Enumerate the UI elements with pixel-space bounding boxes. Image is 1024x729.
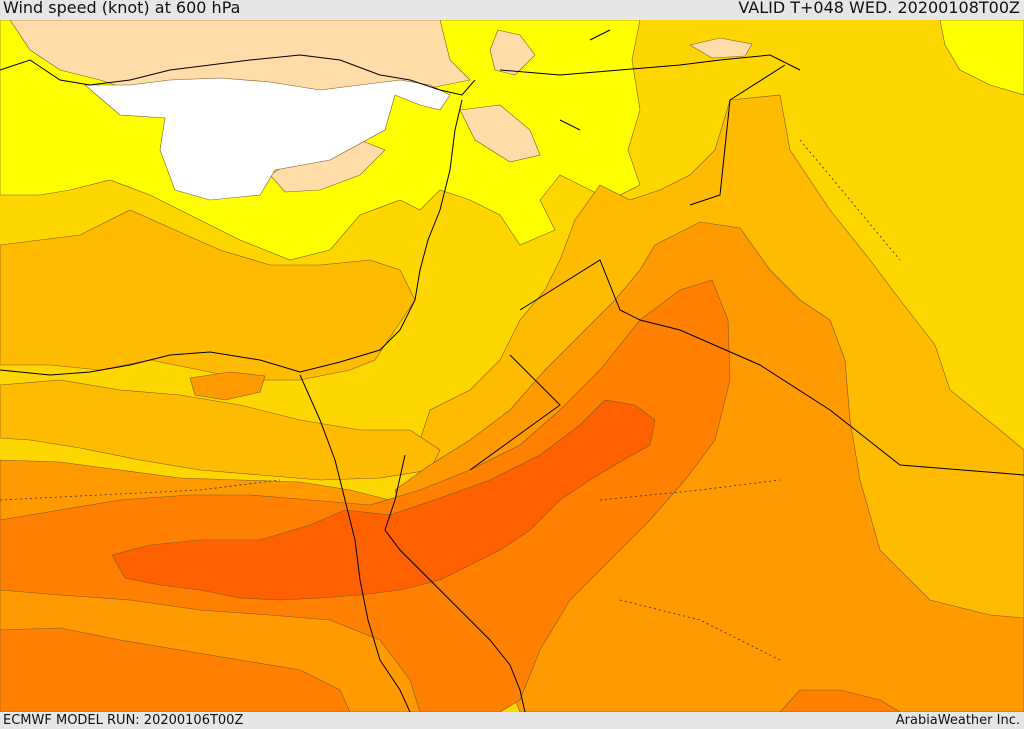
coastline-layer xyxy=(0,29,1024,712)
border xyxy=(689,64,786,206)
wind-band-25-30 xyxy=(0,209,416,381)
wind-band-15-20 xyxy=(939,20,1024,96)
valid-time: VALID T+048 WED. 20200108T00Z xyxy=(738,0,1020,17)
map-header: Wind speed (knot) at 600 hPa VALID T+048… xyxy=(0,0,1024,20)
coastline xyxy=(499,54,801,76)
wind-band-35-40 xyxy=(0,627,351,712)
coastline xyxy=(299,374,411,712)
wind-band-30-35 xyxy=(189,371,266,401)
wind-band-35-40 xyxy=(779,689,901,712)
wind-band-40-plus xyxy=(111,399,656,601)
coastline xyxy=(384,454,526,712)
wind-band-0-10 xyxy=(84,77,451,201)
map-title: Wind speed (knot) at 600 hPa xyxy=(3,0,241,17)
admin-border xyxy=(599,479,781,501)
wind-band-10-15 xyxy=(689,37,753,59)
wind-band-10-15 xyxy=(489,29,536,76)
coastline xyxy=(589,29,611,41)
credit-label: ArabiaWeather Inc. xyxy=(895,713,1020,728)
coastline xyxy=(559,119,581,131)
wind-speed-map xyxy=(0,20,1024,712)
border xyxy=(519,259,1024,476)
wind-band-35-40 xyxy=(0,279,731,712)
model-run-label: ECMWF MODEL RUN: 20200106T00Z xyxy=(3,713,244,728)
border xyxy=(469,354,561,471)
coastline xyxy=(0,99,463,376)
admin-borders-layer xyxy=(0,139,901,661)
coastline xyxy=(0,54,476,96)
map-footer: ECMWF MODEL RUN: 20200106T00Z ArabiaWeat… xyxy=(0,712,1024,729)
map-canvas xyxy=(0,20,1024,712)
admin-border xyxy=(0,479,281,501)
wind-band-10-15 xyxy=(459,104,541,163)
admin-border xyxy=(799,139,901,261)
